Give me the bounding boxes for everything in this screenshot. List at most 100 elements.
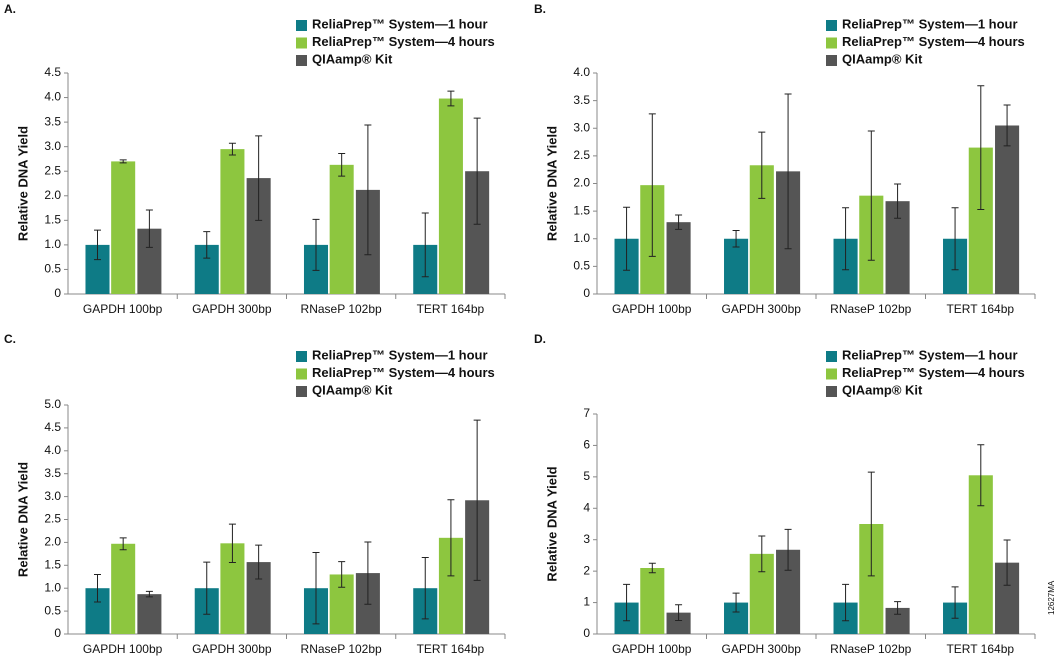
error-bar bbox=[203, 231, 211, 259]
y-tick-label: 6 bbox=[583, 438, 590, 452]
x-tick-label: GAPDH 100bp bbox=[612, 642, 692, 656]
legend-swatch bbox=[826, 368, 837, 380]
y-tick-label: 5.0 bbox=[44, 397, 61, 411]
y-tick-label: 1.5 bbox=[44, 557, 61, 571]
y-tick-label: 4.0 bbox=[573, 65, 590, 79]
x-tick-label: GAPDH 300bp bbox=[192, 642, 272, 656]
y-tick-label: 2.0 bbox=[44, 535, 61, 549]
error-bar bbox=[867, 130, 875, 261]
y-tick-label: 2.5 bbox=[44, 512, 61, 526]
error-bar bbox=[784, 528, 792, 571]
legend-swatch bbox=[296, 20, 307, 31]
y-tick-label: 5 bbox=[583, 469, 590, 483]
error-bar bbox=[758, 535, 766, 573]
error-bar bbox=[338, 153, 346, 177]
y-tick-label: 1.0 bbox=[44, 580, 61, 594]
y-tick-label: 3 bbox=[583, 532, 590, 546]
error-bar bbox=[732, 592, 740, 613]
y-tick-label: 3.5 bbox=[44, 114, 61, 128]
legend-label: ReliaPrep™ System—4 hours bbox=[312, 34, 495, 49]
error-bar bbox=[675, 214, 683, 230]
legend-swatch bbox=[826, 37, 837, 49]
y-tick-label: 3.0 bbox=[44, 139, 61, 153]
error-bar bbox=[312, 551, 320, 625]
y-tick-label: 2.5 bbox=[44, 163, 61, 177]
error-bar bbox=[447, 499, 455, 577]
y-tick-label: 1.5 bbox=[44, 213, 61, 227]
x-tick-label: GAPDH 300bp bbox=[722, 302, 802, 316]
error-bar bbox=[842, 207, 850, 271]
error-bar bbox=[421, 557, 429, 620]
x-tick-label: RNaseP 102bp bbox=[301, 302, 382, 316]
error-bar bbox=[623, 206, 631, 271]
error-bar bbox=[977, 85, 985, 210]
legend-swatch bbox=[296, 351, 307, 362]
panel-label: D. bbox=[534, 332, 546, 346]
error-bar bbox=[842, 583, 850, 622]
legend-label: ReliaPrep™ System—4 hours bbox=[842, 34, 1025, 49]
y-tick-label: 2 bbox=[583, 563, 590, 577]
x-tick-label: TERT 164bp bbox=[946, 642, 1014, 656]
legend-label: ReliaPrep™ System—1 hour bbox=[842, 16, 1018, 31]
y-tick-label: 0 bbox=[54, 286, 61, 300]
error-bar bbox=[623, 583, 631, 622]
legend-label: ReliaPrep™ System—1 hour bbox=[842, 347, 1018, 362]
legend-label: QIAamp® Kit bbox=[842, 382, 923, 397]
y-tick-label: 7 bbox=[583, 406, 590, 420]
y-tick-label: 0.5 bbox=[44, 262, 61, 276]
bar bbox=[220, 149, 245, 294]
y-tick-label: 0 bbox=[54, 626, 61, 640]
legend-swatch bbox=[826, 55, 837, 66]
y-tick-label: 1.0 bbox=[573, 231, 590, 245]
error-bar bbox=[364, 124, 372, 256]
y-tick-label: 4.5 bbox=[44, 420, 61, 434]
x-tick-label: GAPDH 100bp bbox=[612, 302, 692, 316]
error-bar bbox=[648, 113, 656, 257]
error-bar bbox=[732, 229, 740, 248]
x-tick-label: GAPDH 100bp bbox=[83, 302, 163, 316]
error-bar bbox=[447, 90, 455, 107]
error-bar bbox=[675, 604, 683, 621]
y-axis-title: Relative DNA Yield bbox=[544, 126, 559, 241]
legend-swatch bbox=[826, 386, 837, 397]
error-bar bbox=[758, 131, 766, 199]
x-tick-label: RNaseP 102bp bbox=[301, 642, 382, 656]
error-bar bbox=[312, 218, 320, 271]
legend-label: QIAamp® Kit bbox=[312, 51, 393, 66]
y-tick-label: 0 bbox=[583, 286, 590, 300]
y-tick-label: 4.0 bbox=[44, 90, 61, 104]
legend-label: ReliaPrep™ System—4 hours bbox=[312, 365, 495, 380]
y-tick-label: 1.5 bbox=[573, 203, 590, 217]
error-bar bbox=[93, 573, 101, 603]
bar bbox=[438, 98, 463, 294]
error-bar bbox=[951, 207, 959, 271]
x-tick-label: GAPDH 300bp bbox=[722, 642, 802, 656]
x-tick-label: TERT 164bp bbox=[417, 642, 485, 656]
error-bar bbox=[1003, 539, 1011, 586]
bar bbox=[724, 238, 749, 294]
y-tick-label: 0.5 bbox=[573, 259, 590, 273]
error-bar bbox=[894, 183, 902, 219]
bar bbox=[666, 612, 691, 634]
error-bar bbox=[93, 229, 101, 261]
bar bbox=[111, 543, 136, 634]
error-bar bbox=[228, 523, 236, 564]
y-tick-label: 2.0 bbox=[44, 188, 61, 202]
error-bar bbox=[473, 117, 481, 225]
y-tick-label: 3.5 bbox=[44, 466, 61, 480]
x-tick-label: RNaseP 102bp bbox=[830, 642, 911, 656]
x-tick-label: TERT 164bp bbox=[946, 302, 1014, 316]
x-tick-label: GAPDH 300bp bbox=[192, 302, 272, 316]
error-bar bbox=[364, 541, 372, 605]
legend-swatch bbox=[296, 55, 307, 66]
y-tick-label: 3.5 bbox=[573, 93, 590, 107]
x-tick-label: GAPDH 100bp bbox=[83, 642, 163, 656]
y-axis-title: Relative DNA Yield bbox=[15, 126, 30, 241]
panel-label: A. bbox=[4, 2, 16, 16]
y-tick-label: 3.0 bbox=[44, 489, 61, 503]
panel-label: B. bbox=[534, 2, 546, 16]
legend-swatch bbox=[826, 351, 837, 362]
error-bar bbox=[648, 562, 656, 574]
bar bbox=[111, 161, 136, 294]
